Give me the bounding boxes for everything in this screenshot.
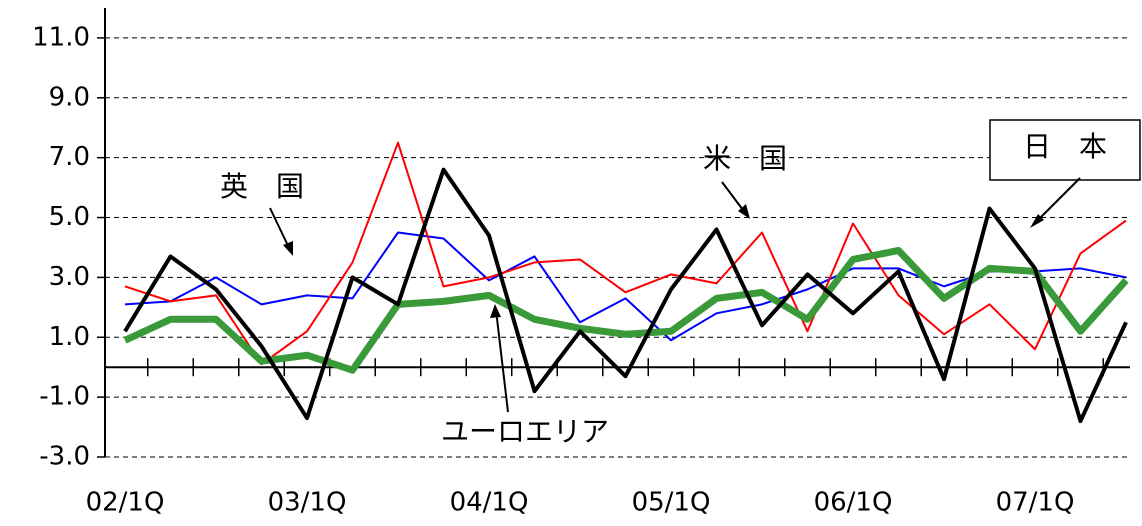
y-tick-label: 7.0 <box>49 142 90 172</box>
x-tick-label: 02/1Q <box>86 488 165 518</box>
x-tick-label: 05/1Q <box>632 488 711 518</box>
arrow-head <box>738 204 750 219</box>
x-tick-label: 07/1Q <box>996 488 1075 518</box>
arrow <box>1033 177 1081 225</box>
x-tick-label: 03/1Q <box>268 488 347 518</box>
annotation-japan: 日 本 <box>1023 130 1107 163</box>
annotation-box <box>989 119 1141 181</box>
annotation-us: 米 国 <box>703 142 787 175</box>
y-tick-label: 11.0 <box>32 22 90 52</box>
y-tick-label: -1.0 <box>39 382 90 412</box>
arrow-head <box>283 241 293 256</box>
y-tick-label: 9.0 <box>49 82 90 112</box>
y-tick-label: 3.0 <box>49 262 90 292</box>
x-tick-label: 04/1Q <box>450 488 529 518</box>
annotations: 英 国 米 国 ユーロエリア 日 本 <box>220 119 1141 448</box>
y-tick-label: 1.0 <box>49 322 90 352</box>
y-tick-label: 5.0 <box>49 202 90 232</box>
arrow-head <box>490 304 501 318</box>
arrow <box>495 309 509 413</box>
y-tick-label: -3.0 <box>39 442 90 472</box>
x-tick-label: 06/1Q <box>814 488 893 518</box>
annotation-euro: ユーロエリア <box>441 415 609 448</box>
annotation-uk: 英 国 <box>220 170 304 203</box>
line-series <box>124 231 1127 342</box>
line-series <box>123 246 1129 374</box>
line-series <box>123 167 1128 424</box>
arrow-head <box>1030 214 1044 228</box>
